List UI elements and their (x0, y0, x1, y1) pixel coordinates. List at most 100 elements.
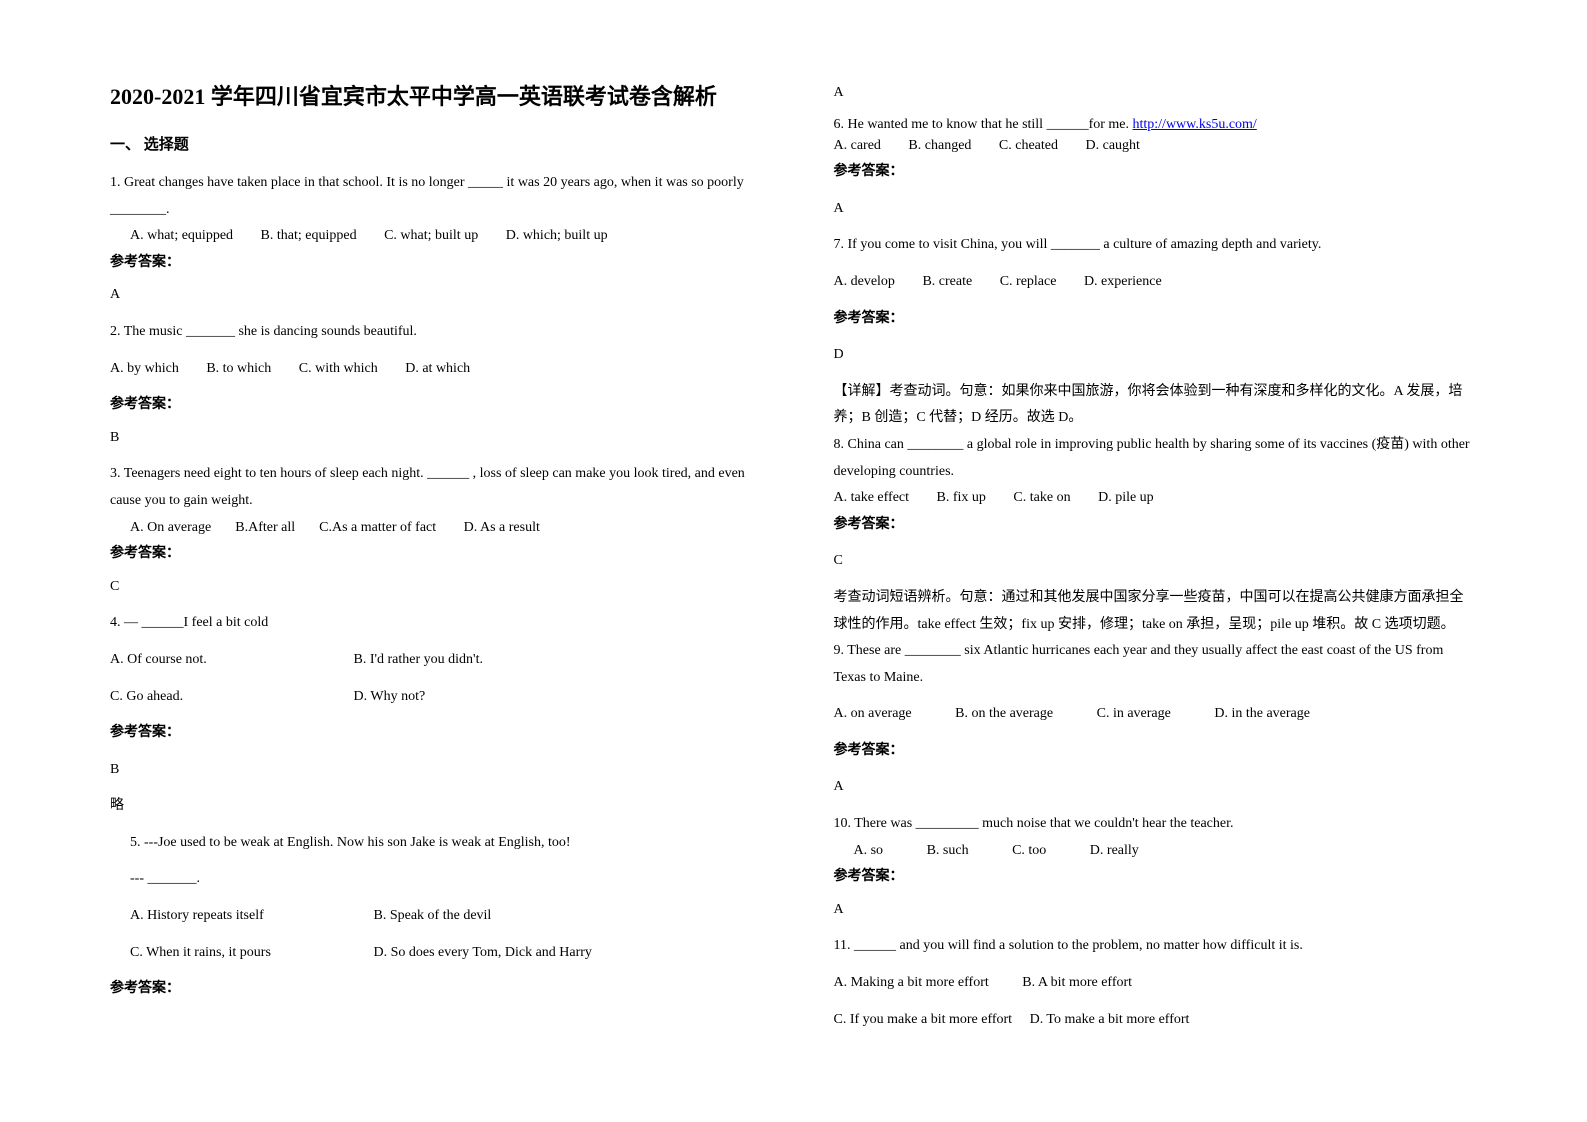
q5-options-1: A. History repeats itself B. Speak of th… (130, 903, 754, 930)
q7-opt-a: A. develop (834, 269, 895, 296)
q2-text: 2. The music _______ she is dancing soun… (110, 319, 754, 346)
q8-opt-c: C. take on (1013, 485, 1070, 512)
q4-opt-b: B. I'd rather you didn't. (354, 647, 594, 674)
q6-opt-c: C. cheated (999, 133, 1058, 160)
q5-answer: A (834, 80, 1478, 107)
q11-opt-c: C. If you make a bit more effort (834, 1007, 1013, 1034)
question-2: 2. The music _______ she is dancing soun… (110, 319, 754, 419)
question-7: 7. If you come to visit China, you will … (834, 232, 1478, 332)
q10-answer-label: 参考答案： (834, 864, 1478, 891)
q2-answer-label: 参考答案： (110, 392, 754, 419)
q8-answer: C (834, 548, 1478, 575)
section-heading: 一、 选择题 (110, 133, 754, 154)
q5-text2: --- _______. (130, 866, 754, 893)
q1-opt-c: C. what; built up (384, 223, 478, 250)
q11-opt-a: A. Making a bit more effort (834, 970, 989, 997)
q8-text: 8. China can ________ a global role in i… (834, 432, 1478, 485)
q7-answer-label: 参考答案： (834, 306, 1478, 333)
q3-answer: C (110, 574, 754, 601)
q4-options-1: A. Of course not. B. I'd rather you didn… (110, 647, 754, 674)
q9-opt-a: A. on average (834, 701, 912, 728)
q1-text: 1. Great changes have taken place in tha… (110, 170, 754, 223)
q4-opt-d: D. Why not? (354, 684, 594, 711)
q6-answer-label: 参考答案： (834, 159, 1478, 186)
q11-text: 11. ______ and you will find a solution … (834, 933, 1478, 960)
q6-text: 6. He wanted me to know that he still __… (834, 117, 1133, 132)
q9-opt-b: B. on the average (955, 701, 1053, 728)
q5-answer-label: 参考答案： (110, 976, 754, 1003)
q5-opt-b: B. Speak of the devil (374, 903, 614, 930)
q5-text: 5. ---Joe used to be weak at English. No… (130, 830, 754, 857)
q4-answer: B (110, 757, 754, 784)
q10-opt-d: D. really (1090, 838, 1139, 865)
q2-opt-c: C. with which (299, 356, 378, 383)
doc-title: 2020-2021 学年四川省宜宾市太平中学高一英语联考试卷含解析 (110, 80, 754, 113)
q3-options: A. On averageB.After allC.As a matter of… (110, 515, 754, 542)
q8-opt-b: B. fix up (937, 485, 986, 512)
q5-opt-a: A. History repeats itself (130, 903, 370, 930)
q3-answer-label: 参考答案： (110, 541, 754, 568)
q6-opt-d: D. caught (1086, 133, 1140, 160)
q4-opt-a: A. Of course not. (110, 647, 350, 674)
q11-options-1: A. Making a bit more effort B. A bit mor… (834, 970, 1478, 997)
question-9: 9. These are ________ six Atlantic hurri… (834, 638, 1478, 764)
q7-opt-b: B. create (922, 269, 972, 296)
question-6: 6. He wanted me to know that he still __… (834, 117, 1478, 133)
question-10: 10. There was _________ much noise that … (834, 811, 1478, 891)
q7-opt-c: C. replace (1000, 269, 1057, 296)
q6-options: A. cared B. changed C. cheated D. caught (834, 133, 1478, 160)
q6-opt-b: B. changed (908, 133, 971, 160)
q10-text: 10. There was _________ much noise that … (834, 811, 1478, 838)
q1-opt-a: A. what; equipped (130, 223, 233, 250)
q9-options: A. on average B. on the average C. in av… (834, 701, 1478, 728)
q10-opt-c: C. too (1012, 838, 1046, 865)
q9-answer-label: 参考答案： (834, 738, 1478, 765)
q10-opt-b: B. such (927, 838, 969, 865)
q4-note: 略 (110, 793, 754, 820)
q11-opt-b: B. A bit more effort (1022, 970, 1132, 997)
q1-options: A. what; equipped B. that; equipped C. w… (110, 223, 754, 250)
q7-text: 7. If you come to visit China, you will … (834, 232, 1478, 259)
q9-text: 9. These are ________ six Atlantic hurri… (834, 638, 1478, 691)
q3-opt-c: C.As a matter of fact (319, 515, 436, 542)
q3-opt-d: D. As a result (464, 515, 540, 542)
q1-answer: A (110, 282, 754, 309)
q7-opt-d: D. experience (1084, 269, 1162, 296)
question-5: 5. ---Joe used to be weak at English. No… (110, 830, 754, 966)
q2-opt-d: D. at which (405, 356, 470, 383)
question-11: 11. ______ and you will find a solution … (834, 933, 1478, 1033)
q5-opt-d: D. So does every Tom, Dick and Harry (374, 940, 614, 967)
q3-opt-a: A. On average (130, 515, 211, 542)
q8-options: A. take effect B. fix up C. take on D. p… (834, 485, 1478, 512)
q9-opt-c: C. in average (1097, 701, 1171, 728)
q7-answer: D (834, 342, 1478, 369)
q1-opt-d: D. which; built up (506, 223, 608, 250)
q5-opt-c: C. When it rains, it pours (130, 940, 370, 967)
q2-options: A. by which B. to which C. with which D.… (110, 356, 754, 383)
question-4: 4. — ______I feel a bit cold A. Of cours… (110, 610, 754, 746)
q8-opt-a: A. take effect (834, 485, 910, 512)
q2-opt-a: A. by which (110, 356, 179, 383)
q2-opt-b: B. to which (206, 356, 271, 383)
q11-options-2: C. If you make a bit more effort D. To m… (834, 1007, 1478, 1034)
q11-opt-d: D. To make a bit more effort (1030, 1007, 1190, 1034)
q10-answer: A (834, 897, 1478, 924)
q6-answer: A (834, 196, 1478, 223)
q5-options-2: C. When it rains, it pours D. So does ev… (130, 940, 754, 967)
q7-options: A. develop B. create C. replace D. exper… (834, 269, 1478, 296)
q4-text: 4. — ______I feel a bit cold (110, 610, 754, 637)
question-8: 8. China can ________ a global role in i… (834, 432, 1478, 538)
q9-answer: A (834, 774, 1478, 801)
q6-link[interactable]: http://www.ks5u.com/ (1133, 117, 1257, 132)
q8-answer-label: 参考答案： (834, 512, 1478, 539)
q4-answer-label: 参考答案： (110, 720, 754, 747)
q10-opt-a: A. so (854, 838, 884, 865)
q8-explanation: 考查动词短语辨析。句意：通过和其他发展中国家分享一些疫苗，中国可以在提高公共健康… (834, 585, 1478, 638)
q3-text: 3. Teenagers need eight to ten hours of … (110, 461, 754, 514)
q7-explanation: 【详解】考查动词。句意：如果你来中国旅游，你将会体验到一种有深度和多样化的文化。… (834, 379, 1478, 432)
q6-opt-a: A. cared (834, 133, 881, 160)
q1-answer-label: 参考答案： (110, 250, 754, 277)
q9-opt-d: D. in the average (1214, 701, 1310, 728)
question-1: 1. Great changes have taken place in tha… (110, 170, 754, 276)
question-3: 3. Teenagers need eight to ten hours of … (110, 461, 754, 567)
